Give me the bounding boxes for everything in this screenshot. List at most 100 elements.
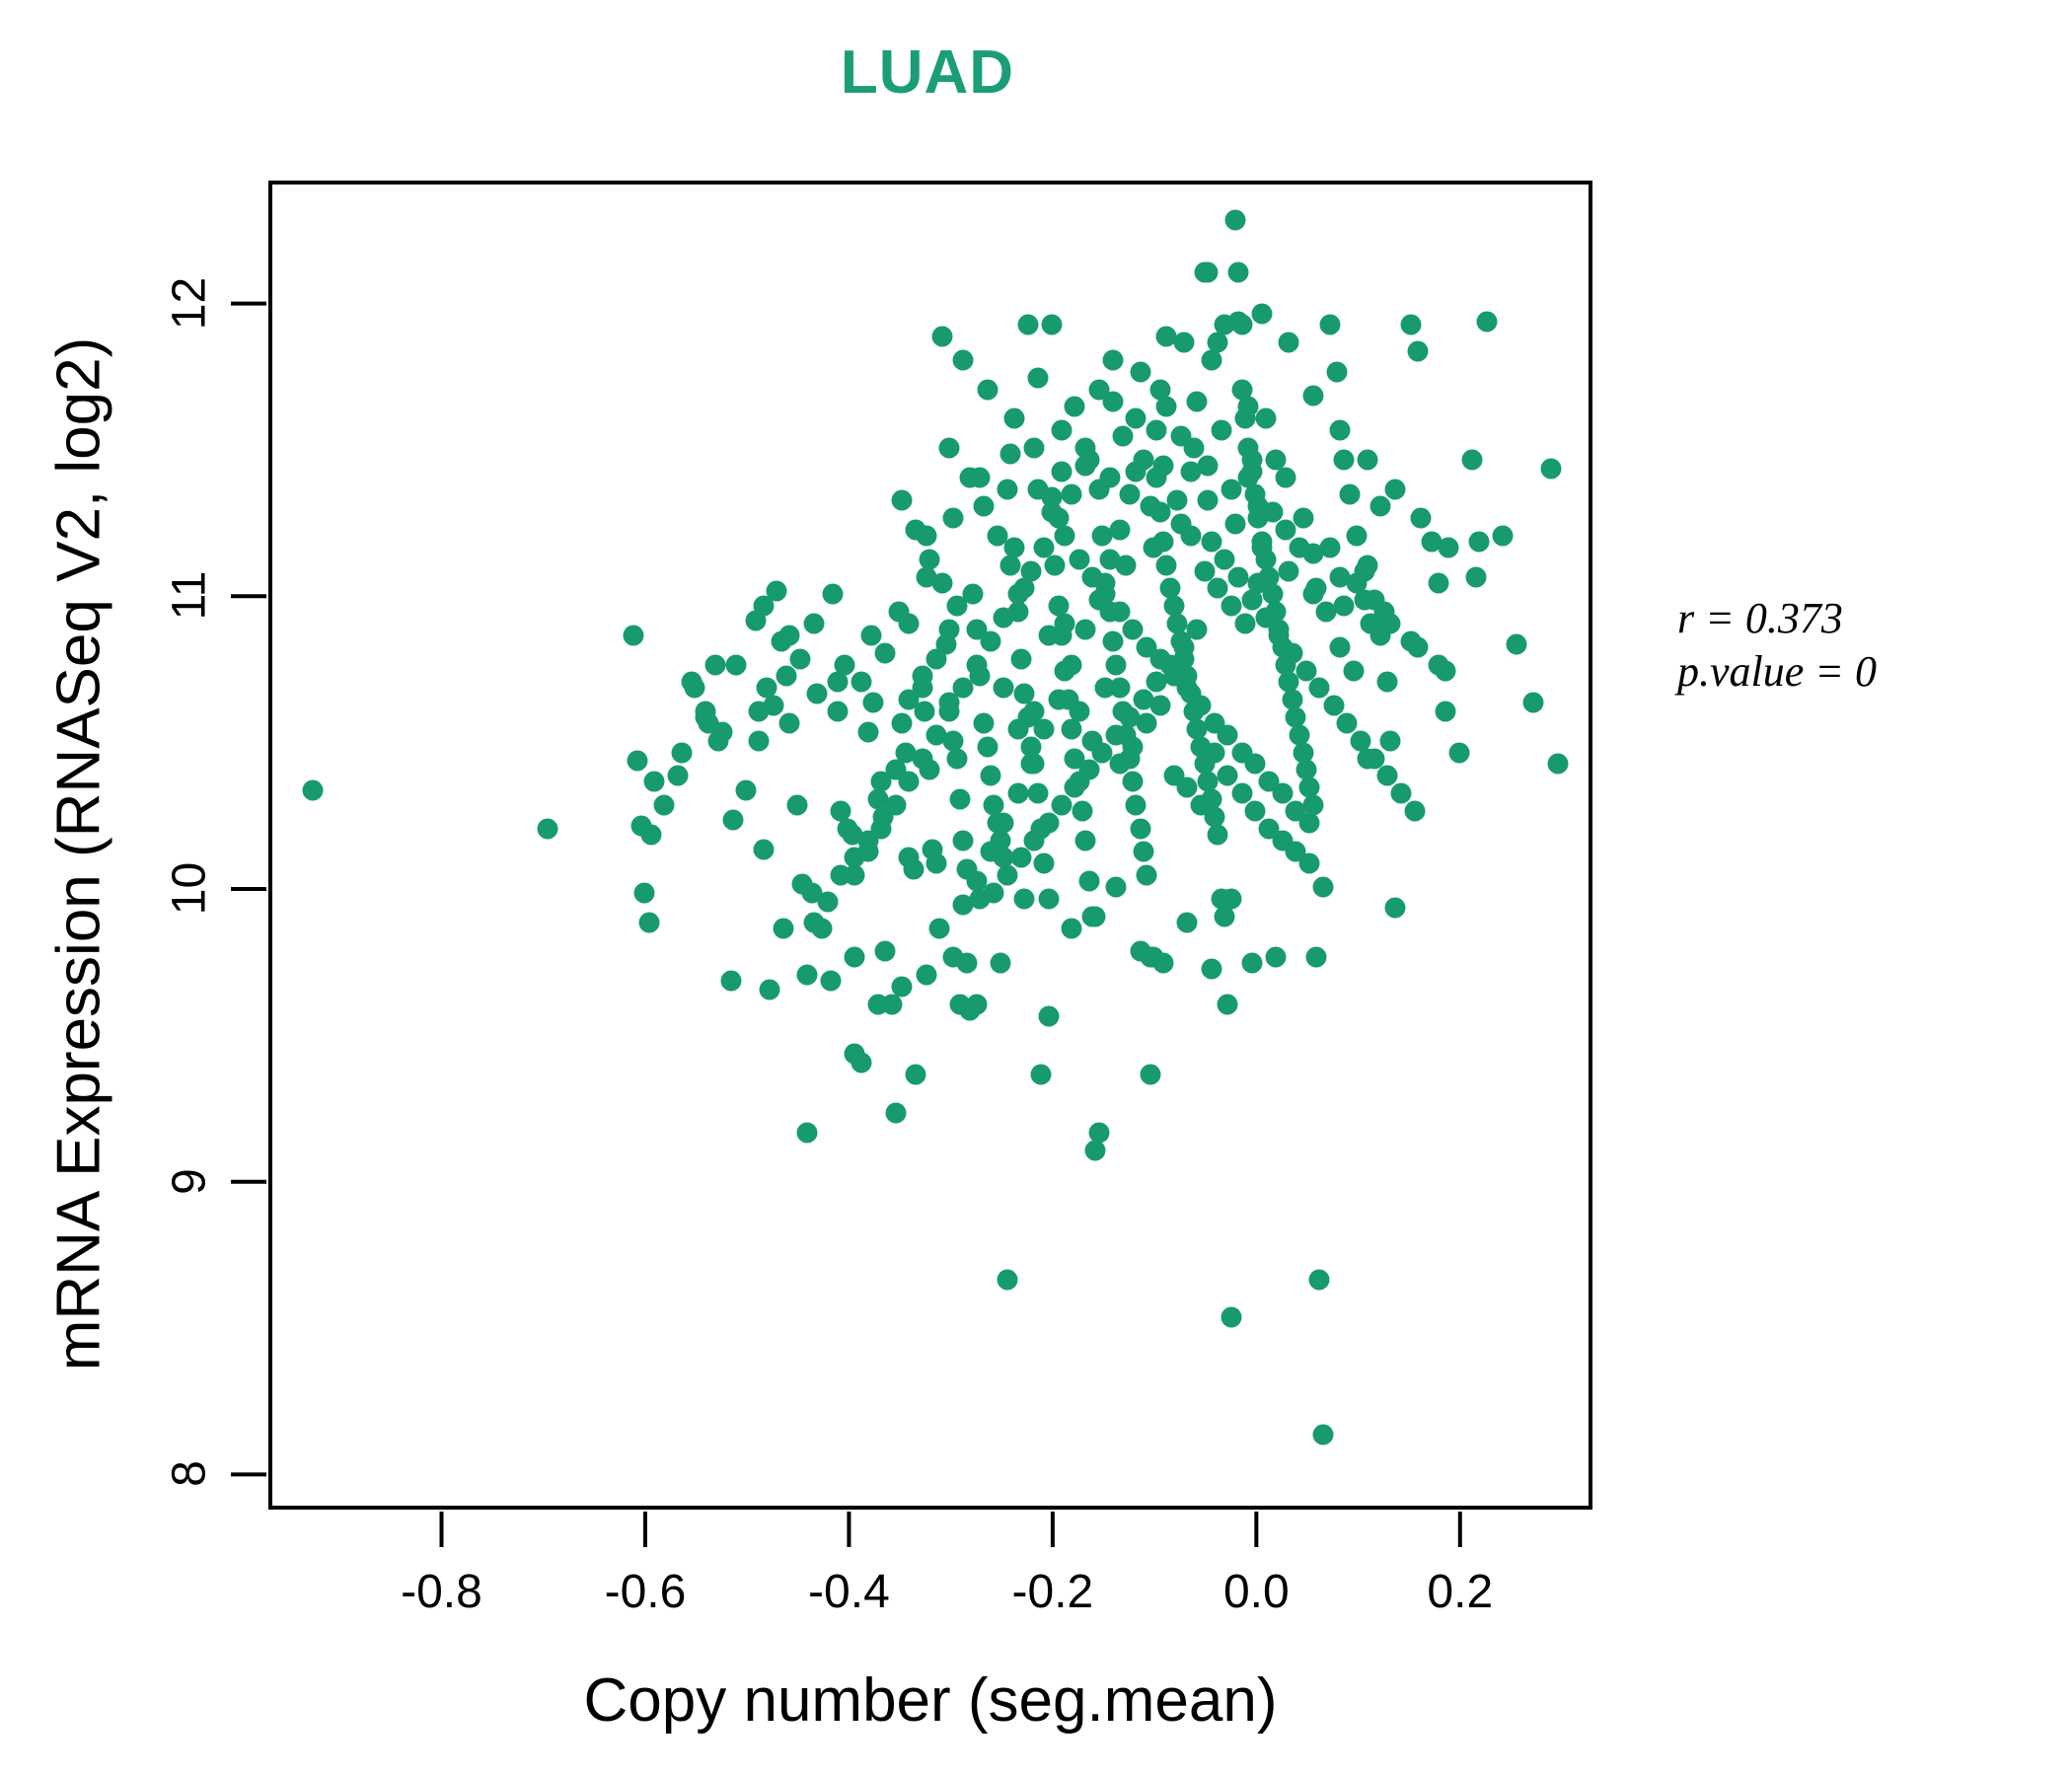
scatter-point xyxy=(1278,332,1299,353)
scatter-point xyxy=(1217,994,1238,1015)
scatter-point xyxy=(1136,864,1157,886)
scatter-point xyxy=(806,683,828,704)
scatter-point xyxy=(1122,619,1144,640)
scatter-point xyxy=(1084,1140,1106,1161)
y-axis-title: mRNA Expression (RNASeq V2, log2) xyxy=(44,336,113,1371)
scatter-point xyxy=(898,689,920,710)
scatter-point xyxy=(1336,712,1358,734)
scatter-point xyxy=(1201,958,1222,980)
scatter-point xyxy=(817,891,839,913)
scatter-point xyxy=(949,994,971,1015)
scatter-point xyxy=(938,437,960,459)
scatter-point xyxy=(753,839,775,859)
scatter-point xyxy=(1166,489,1188,511)
scatter-point xyxy=(952,349,974,371)
scatter-point xyxy=(860,625,882,646)
scatter-point xyxy=(1109,519,1131,541)
scatter-point xyxy=(1244,800,1266,822)
scatter-point xyxy=(1428,572,1449,593)
scatter-point xyxy=(725,654,747,676)
scatter-point xyxy=(1506,633,1527,655)
scatter-point xyxy=(681,671,703,693)
correlation-annotation: r = 0.373 p.value = 0 xyxy=(1677,592,1877,698)
scatter-point xyxy=(667,765,689,786)
scatter-point xyxy=(1078,449,1100,471)
scatter-point xyxy=(1221,888,1242,910)
scatter-point xyxy=(1072,800,1093,822)
scatter-point xyxy=(1051,461,1073,482)
scatter-point xyxy=(990,952,1011,974)
scatter-point xyxy=(1298,777,1320,798)
scatter-point xyxy=(1186,619,1208,640)
scatter-point xyxy=(1003,407,1025,429)
scatter-point xyxy=(1201,531,1222,553)
scatter-point xyxy=(1038,888,1060,910)
scatter-point xyxy=(1038,625,1060,646)
scatter-point xyxy=(1379,730,1401,752)
scatter-point xyxy=(1013,577,1035,599)
scatter-point xyxy=(1105,876,1127,898)
scatter-point xyxy=(1231,782,1253,804)
scatter-point xyxy=(942,507,964,529)
scatter-point xyxy=(1023,701,1045,722)
scatter-point xyxy=(803,912,825,933)
scatter-point xyxy=(1407,340,1429,362)
scatter-point xyxy=(1384,897,1406,919)
scatter-point xyxy=(851,671,872,693)
scatter-point xyxy=(633,882,655,904)
scatter-point xyxy=(1302,794,1324,816)
scatter-point xyxy=(1312,876,1334,898)
scatter-point xyxy=(969,467,991,488)
scatter-point xyxy=(912,748,933,770)
scatter-point xyxy=(827,701,849,722)
scatter-point xyxy=(1099,467,1121,488)
scatter-point xyxy=(796,1122,818,1144)
scatter-point xyxy=(1061,718,1082,740)
y-tick-label: 11 xyxy=(163,570,216,621)
scatter-point xyxy=(1173,332,1195,353)
scatter-point xyxy=(763,695,784,716)
pearson-r-label: r = 0.373 xyxy=(1677,594,1843,642)
scatter-point xyxy=(1023,830,1045,851)
scatter-point xyxy=(973,495,995,517)
scatter-point xyxy=(1305,946,1327,968)
scatter-point xyxy=(980,630,1001,652)
scatter-point xyxy=(1091,525,1113,547)
scatter-point xyxy=(997,1269,1018,1291)
scatter-point xyxy=(1244,753,1266,775)
scatter-point xyxy=(1033,537,1055,558)
scatter-point xyxy=(1323,695,1345,716)
scatter-point xyxy=(942,946,964,968)
scatter-point xyxy=(748,730,770,752)
scatter-point xyxy=(1013,888,1035,910)
scatter-point xyxy=(1329,419,1351,441)
scatter-point xyxy=(1074,619,1096,640)
scatter-point xyxy=(1069,549,1090,570)
scatter-point xyxy=(1295,660,1317,681)
scatter-point xyxy=(1369,495,1391,517)
scatter-point xyxy=(778,625,800,646)
scatter-point xyxy=(1130,361,1151,383)
scatter-point xyxy=(1298,852,1320,874)
scatter-point xyxy=(1285,706,1306,728)
scatter-point xyxy=(891,712,913,734)
scatter-point xyxy=(1186,718,1208,740)
scatter-point xyxy=(1251,303,1273,325)
scatter-point xyxy=(1211,419,1232,441)
scatter-point xyxy=(938,701,960,722)
scatter-point xyxy=(888,601,910,623)
scatter-point xyxy=(1027,479,1049,500)
scatter-point xyxy=(640,824,662,846)
scatter-point xyxy=(1221,595,1242,617)
scatter-point xyxy=(1247,572,1269,593)
scatter-point xyxy=(1112,425,1134,447)
scatter-point xyxy=(1146,419,1167,441)
scatter-point xyxy=(928,918,950,939)
scatter-point xyxy=(1289,724,1310,746)
scatter-point xyxy=(1305,577,1327,599)
scatter-point xyxy=(759,979,780,1000)
y-tick-label: 10 xyxy=(163,861,216,916)
scatter-point xyxy=(912,665,933,687)
x-tick-label: -0.2 xyxy=(1011,1566,1094,1618)
scatter-point xyxy=(1115,555,1137,576)
